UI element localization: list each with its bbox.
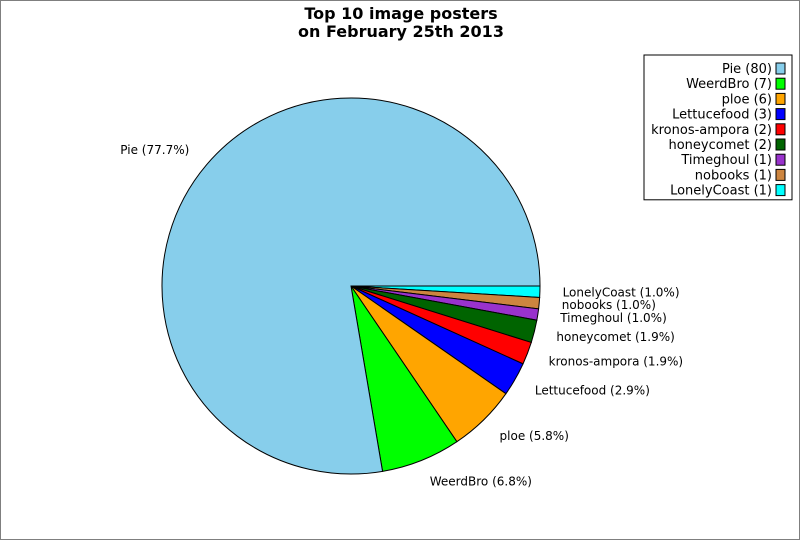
legend-swatch-ploe <box>775 92 786 105</box>
chart-title-line-1: Top 10 image posters <box>304 4 497 23</box>
legend-swatch-pie <box>775 62 786 75</box>
slice-label-lettucefood: Lettucefood (2.9%) <box>535 383 650 397</box>
legend-swatch-lettucefood <box>775 108 786 121</box>
legend-swatch-weerdbro <box>775 77 786 90</box>
slice-label-ploe: ploe (5.8%) <box>500 429 569 443</box>
slice-label-kronos-ampora: kronos-ampora (1.9%) <box>549 354 683 368</box>
slice-label-lonelycoast: LonelyCoast (1.0%) <box>563 285 680 299</box>
legend-swatch-nobooks <box>775 168 786 181</box>
slice-label-timeghoul: Timeghoul (1.0%) <box>559 311 667 325</box>
slice-label-weerdbro: WeerdBro (6.8%) <box>430 474 532 488</box>
chart-title-line-2: on February 25th 2013 <box>298 22 504 41</box>
pie-slices <box>161 97 541 475</box>
legend-label-lonelycoast: LonelyCoast (1) <box>670 184 772 199</box>
slice-label-nobooks: nobooks (1.0%) <box>562 298 656 312</box>
legend-label-kronos-ampora: kronos-ampora (2) <box>651 123 772 138</box>
legend-label-pie: Pie (80) <box>722 62 772 77</box>
slice-label-pie: Pie (77.7%) <box>120 143 189 157</box>
legend-swatch-timeghoul <box>775 153 786 166</box>
legend-label-ploe: ploe (6) <box>722 92 772 107</box>
legend-label-nobooks: nobooks (1) <box>695 168 772 183</box>
legend-swatch-kronos-ampora <box>775 123 786 136</box>
slice-label-honeycomet: honeycomet (1.9%) <box>556 330 674 344</box>
legend: Pie (80)WeerdBro (7)ploe (6)Lettucefood … <box>643 54 793 201</box>
legend-swatch-lonelycoast <box>775 184 786 197</box>
legend-swatch-honeycomet <box>775 138 786 151</box>
legend-label-lettucefood: Lettucefood (3) <box>672 108 772 123</box>
pie-slice-pie <box>161 97 541 475</box>
legend-box <box>643 54 793 201</box>
legend-label-timeghoul: Timeghoul (1) <box>680 153 772 168</box>
legend-label-honeycomet: honeycomet (2) <box>668 138 772 153</box>
legend-label-weerdbro: WeerdBro (7) <box>686 77 772 92</box>
pie-labels: LonelyCoast (1.0%)nobooks (1.0%)Timeghou… <box>120 143 683 488</box>
